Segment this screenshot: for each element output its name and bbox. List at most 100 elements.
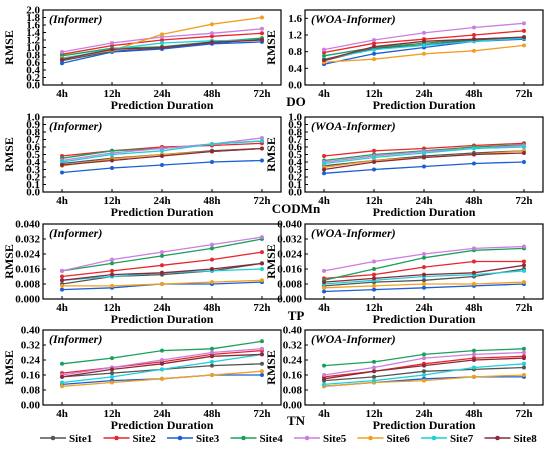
x-tick-label: 4h (56, 88, 68, 100)
y-tick-label: 0.7 (288, 134, 302, 146)
data-point (160, 163, 164, 167)
x-tick-label: 4h (56, 195, 68, 207)
panel-6: 0.000 0.008 0.016 0.024 0.032 0.040 4h 12h 24h 48… (264, 219, 544, 326)
data-point (422, 43, 426, 48)
panel-title: (WOA-Informer) (311, 332, 396, 346)
data-point (60, 163, 65, 167)
x-axis-title: Prediction Duration (111, 312, 214, 326)
data-point (160, 376, 164, 381)
data-point (259, 31, 264, 36)
y-tick-label: 0.2 (288, 172, 302, 184)
data-point (110, 166, 115, 170)
data-point (259, 339, 264, 344)
data-point (259, 158, 264, 163)
data-point (110, 257, 115, 262)
data-point (322, 268, 327, 273)
data-point (60, 170, 65, 175)
data-point (471, 259, 476, 264)
y-tick-label: 0.1 (26, 179, 40, 191)
y-axis-title: RMSE (2, 244, 16, 279)
data-point (521, 268, 526, 273)
series-site5 (322, 21, 526, 52)
data-point (110, 374, 115, 379)
data-point (209, 280, 214, 285)
data-point (521, 145, 526, 149)
x-tick-label: 24h (153, 302, 170, 314)
series-site7 (322, 36, 526, 62)
legend-marker (114, 435, 119, 441)
x-axis-title: Prediction Duration (111, 98, 214, 112)
panel-title: (Informer) (49, 226, 102, 240)
y-tick-label: 0.024 (15, 249, 40, 261)
data-point (521, 365, 526, 370)
data-point (422, 363, 426, 368)
y-tick-label: 0.8 (26, 127, 40, 139)
y-axis-title: RMSE (2, 30, 16, 65)
data-point (160, 250, 164, 255)
data-point (471, 37, 476, 42)
data-point (471, 352, 476, 357)
y-tick-label: 0.0 (288, 80, 302, 92)
data-point (209, 354, 214, 359)
panel-title: (WOA-Informer) (311, 119, 396, 133)
y-tick-label: 0.6 (26, 57, 40, 69)
data-point (259, 346, 264, 351)
data-point (160, 41, 164, 45)
data-point (259, 369, 264, 374)
data-point (259, 146, 264, 151)
legend-label: Site5 (323, 433, 347, 445)
y-tick-label: 1.4 (26, 27, 40, 39)
data-point (322, 171, 327, 176)
data-point (322, 167, 327, 172)
data-point (209, 142, 214, 146)
data-point (422, 282, 426, 286)
data-point (160, 148, 164, 153)
row-label-tn: TN (287, 413, 306, 428)
series-site8 (322, 151, 526, 172)
chart-panels: 0.00.20.40.60.81.01.21.41.61.82.04h 12h 24… (2, 5, 544, 432)
data-point (372, 47, 377, 52)
legend-item-site8: Site8 (484, 433, 537, 445)
x-tick-label: 48h (203, 195, 220, 207)
data-point (259, 38, 264, 42)
series-site3 (60, 158, 264, 175)
data-point (471, 282, 476, 286)
series-site2 (322, 259, 526, 281)
legend-label: Site4 (260, 433, 284, 445)
x-axis-title: Prediction Duration (111, 418, 214, 432)
panel-title: (WOA-Informer) (311, 12, 396, 26)
x-tick-label: 24h (153, 195, 170, 207)
x-tick-label: 72h (253, 408, 270, 420)
series-site8 (322, 356, 526, 381)
x-tick-label: 48h (465, 88, 482, 100)
data-point (471, 270, 476, 275)
y-tick-label: 0.08 (21, 385, 41, 397)
y-tick-label: 0.2 (26, 172, 40, 184)
y-tick-label: 0.040 (15, 219, 40, 231)
data-point (422, 39, 426, 44)
data-point (521, 43, 526, 48)
data-point (110, 47, 115, 52)
data-point (422, 155, 426, 160)
data-point (60, 384, 65, 389)
data-point (259, 261, 264, 266)
data-point (422, 252, 426, 256)
data-point (110, 41, 115, 45)
y-tick-label: 0.040 (277, 219, 302, 231)
y-tick-label: 0.0 (288, 187, 302, 199)
x-tick-label: 12h (365, 302, 382, 314)
y-tick-label: 0.016 (277, 264, 302, 276)
y-tick-label: 0.5 (288, 149, 302, 161)
data-point (372, 41, 377, 46)
series-site3 (322, 160, 526, 176)
data-point (521, 28, 526, 33)
x-axis-title: Prediction Duration (373, 205, 476, 219)
x-tick-label: 24h (415, 408, 432, 420)
data-point (209, 359, 214, 364)
data-point (322, 382, 327, 387)
y-tick-label: 0.9 (26, 119, 40, 131)
data-point (471, 358, 476, 362)
y-tick-label: 0.6 (26, 142, 40, 154)
series-site7 (60, 139, 264, 164)
legend-marker (431, 435, 437, 441)
